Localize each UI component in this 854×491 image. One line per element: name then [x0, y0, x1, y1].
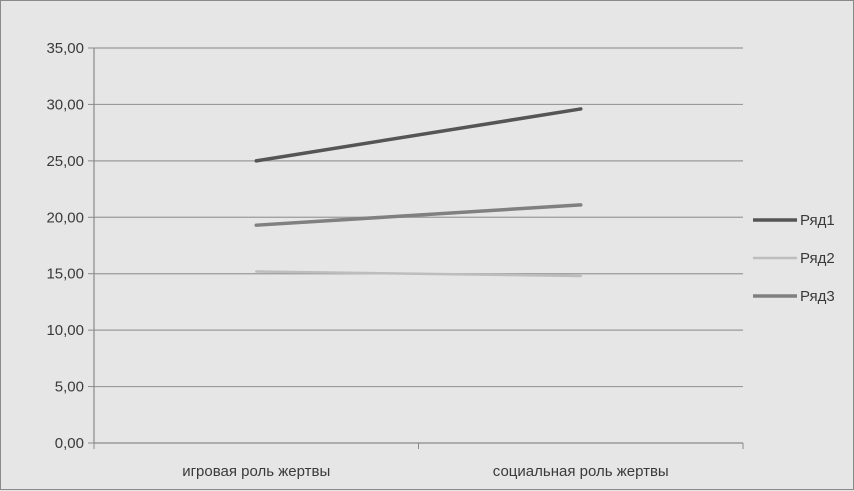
- axes: [88, 47, 744, 449]
- y-tick-labels: 0,00 5,00 10,00 15,00 20,00 25,00 30,00 35,00: [46, 40, 84, 452]
- legend-label-1: Ряд1: [800, 212, 835, 229]
- x-tick-labels: игровая роль жертвы социальная роль жертв…: [182, 463, 668, 480]
- series-line-3: [254, 203, 583, 227]
- x-tick-label: игровая роль жертвы: [182, 463, 330, 480]
- legend-label-2: Ряд2: [800, 250, 835, 267]
- y-tick-label: 0,00: [55, 435, 84, 452]
- x-tick-label: социальная роль жертвы: [493, 463, 669, 480]
- y-tick-label: 20,00: [46, 209, 84, 226]
- y-tick-label: 30,00: [46, 96, 84, 113]
- legend-label-3: Ряд3: [800, 288, 835, 305]
- series-line-2: [255, 270, 582, 278]
- y-tick-label: 10,00: [46, 322, 84, 339]
- series-line-1: [254, 107, 583, 163]
- y-tick-label: 15,00: [46, 266, 84, 283]
- series-lines: [254, 107, 583, 278]
- y-tick-label: 35,00: [46, 40, 84, 57]
- y-tick-label: 25,00: [46, 153, 84, 170]
- legend: Ряд1 Ряд2 Ряд3: [753, 212, 835, 305]
- y-tick-label: 5,00: [55, 379, 84, 396]
- gridlines: [94, 47, 743, 388]
